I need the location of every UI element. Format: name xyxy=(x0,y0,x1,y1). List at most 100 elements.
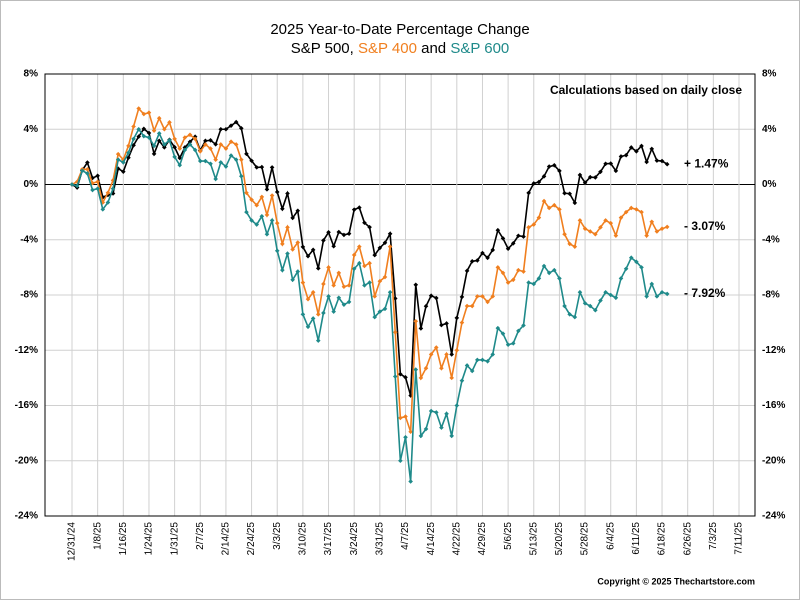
point-marker xyxy=(423,303,429,309)
point-marker xyxy=(639,209,644,215)
point-marker xyxy=(485,299,490,305)
x-tick-label: 6/4/25 xyxy=(605,522,616,550)
point-marker xyxy=(623,266,629,272)
point-marker xyxy=(115,157,121,162)
point-marker xyxy=(510,341,516,346)
point-marker xyxy=(398,415,403,421)
point-marker xyxy=(398,371,403,377)
point-marker xyxy=(495,265,501,270)
point-marker xyxy=(336,270,342,276)
point-marker xyxy=(500,270,506,276)
point-marker xyxy=(577,289,583,295)
point-marker xyxy=(105,190,111,196)
point-marker xyxy=(521,323,526,328)
point-marker xyxy=(162,145,167,150)
point-marker xyxy=(254,165,260,170)
point-marker xyxy=(613,168,619,174)
point-marker xyxy=(392,296,398,301)
point-marker xyxy=(244,209,249,215)
point-marker xyxy=(305,253,311,259)
point-marker xyxy=(577,172,583,178)
point-marker xyxy=(321,310,326,316)
point-marker xyxy=(521,234,526,239)
point-marker xyxy=(341,284,347,290)
point-marker xyxy=(274,248,280,254)
point-marker xyxy=(649,146,655,152)
point-marker xyxy=(141,133,147,139)
point-marker xyxy=(469,303,475,309)
point-marker xyxy=(223,164,229,169)
point-marker xyxy=(131,124,136,129)
point-marker xyxy=(362,283,367,288)
point-marker xyxy=(233,119,239,125)
point-marker xyxy=(649,219,655,225)
point-marker xyxy=(315,312,321,317)
point-marker xyxy=(310,316,316,321)
point-marker xyxy=(95,173,100,179)
point-marker xyxy=(433,295,439,301)
point-marker xyxy=(464,363,470,368)
point-marker xyxy=(100,200,106,205)
point-marker xyxy=(490,247,496,253)
point-marker xyxy=(357,205,362,210)
point-marker xyxy=(259,164,265,170)
y2-tick-label: -12% xyxy=(762,345,785,356)
point-marker xyxy=(387,231,393,237)
point-marker xyxy=(315,266,321,271)
chart-subtitle: S&P 500, S&P 400 and S&P 600 xyxy=(291,40,510,57)
point-marker xyxy=(182,135,188,140)
point-marker xyxy=(587,229,593,234)
point-marker xyxy=(546,164,552,169)
point-marker xyxy=(449,375,454,381)
x-tick-label: 7/11/25 xyxy=(734,522,745,555)
point-marker xyxy=(239,157,244,162)
point-marker xyxy=(382,240,388,246)
point-marker xyxy=(598,225,603,230)
point-marker xyxy=(85,160,90,165)
point-marker xyxy=(510,241,516,246)
point-marker xyxy=(659,289,665,295)
point-marker xyxy=(526,280,531,285)
point-marker xyxy=(464,303,470,309)
y-tick-label: -24% xyxy=(15,511,38,522)
x-tick-label: 6/26/25 xyxy=(682,522,693,556)
point-marker xyxy=(290,215,295,221)
point-marker xyxy=(351,207,357,212)
point-marker xyxy=(623,152,629,158)
point-marker xyxy=(167,120,172,125)
point-marker xyxy=(254,202,260,208)
point-marker xyxy=(372,252,378,258)
y-tick-label: 8% xyxy=(24,69,39,80)
point-marker xyxy=(367,224,372,230)
point-marker xyxy=(167,138,172,143)
point-marker xyxy=(536,179,542,185)
point-marker xyxy=(126,155,131,161)
point-marker xyxy=(346,283,352,288)
point-marker xyxy=(326,294,331,299)
x-tick-label: 6/18/25 xyxy=(657,522,668,556)
point-marker xyxy=(85,171,90,176)
x-tick-label: 7/3/25 xyxy=(708,522,719,550)
point-marker xyxy=(367,260,372,266)
y2-tick-label: -4% xyxy=(762,234,780,245)
point-marker xyxy=(608,220,614,226)
point-marker xyxy=(469,368,475,374)
point-marker xyxy=(151,143,157,149)
point-marker xyxy=(213,157,218,162)
y-tick-label: -16% xyxy=(15,400,38,411)
point-marker xyxy=(213,142,218,147)
point-marker xyxy=(172,154,177,160)
point-marker xyxy=(249,218,254,223)
point-marker xyxy=(551,267,557,273)
point-marker xyxy=(572,200,578,206)
point-marker xyxy=(536,276,542,281)
point-marker xyxy=(557,276,562,281)
point-marker xyxy=(577,218,583,223)
point-marker xyxy=(156,131,162,136)
point-marker xyxy=(218,126,224,132)
x-tick-label: 3/31/25 xyxy=(374,522,385,556)
point-marker xyxy=(634,259,639,265)
point-marker xyxy=(100,207,106,212)
point-marker xyxy=(90,180,95,186)
point-marker xyxy=(249,197,254,202)
